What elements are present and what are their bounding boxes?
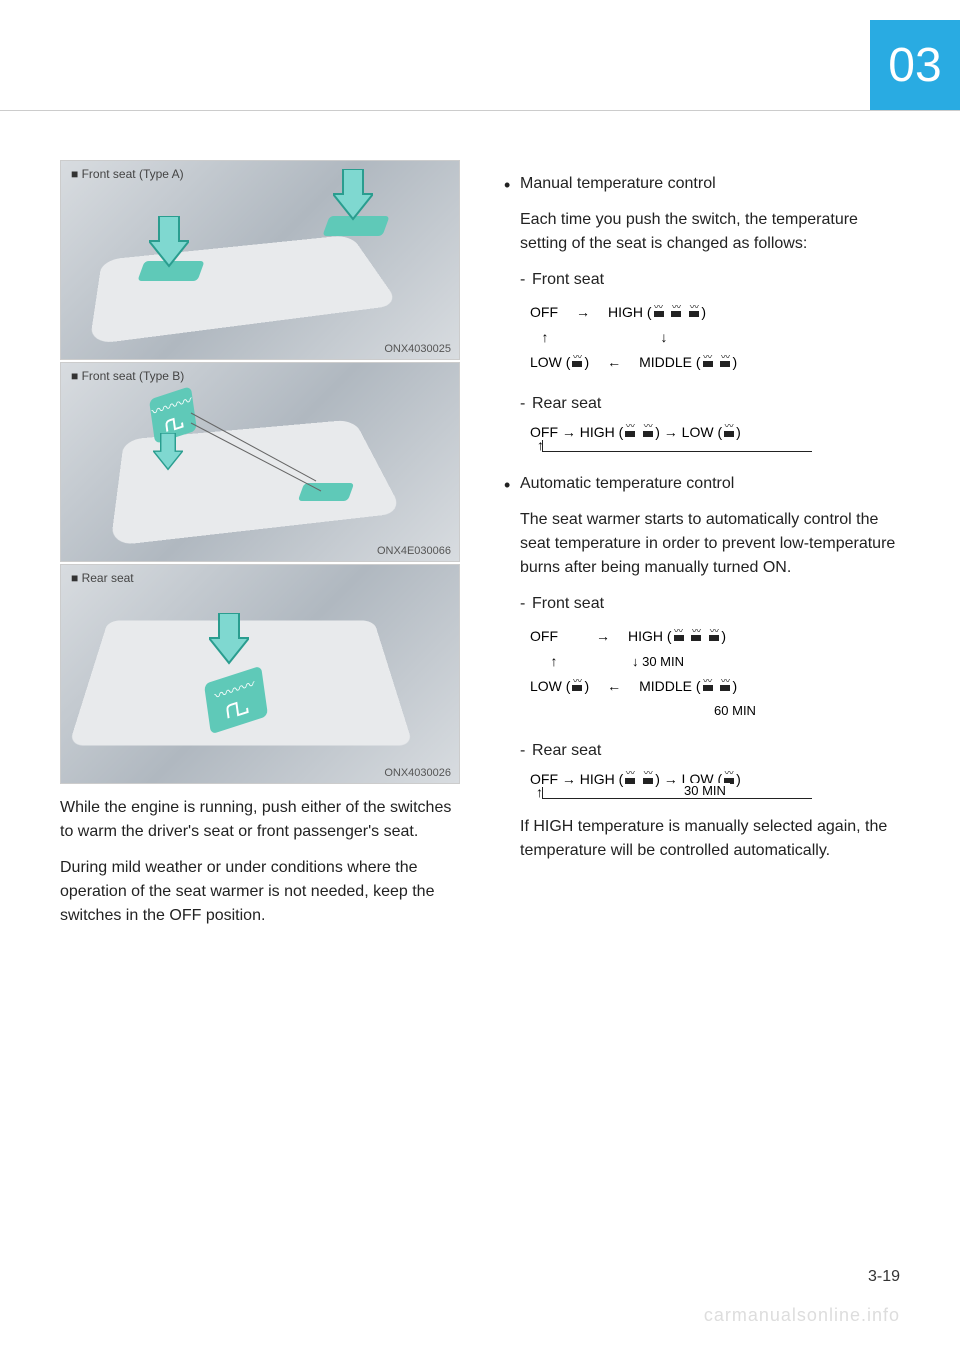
auto-title: Automatic temperature control bbox=[520, 475, 734, 492]
high-label: HIGH ( ) bbox=[628, 624, 726, 649]
figure-a-label: Front seat (Type A) bbox=[71, 167, 184, 181]
watermark: carmanualsonline.info bbox=[704, 1305, 900, 1326]
arrow-up-icon: ↑ bbox=[530, 649, 578, 674]
manual-rear-label: Rear seat bbox=[500, 392, 900, 416]
off-label: OFF bbox=[530, 624, 578, 649]
figure-front-seat-a: Front seat (Type A) ONX4030025 bbox=[60, 160, 460, 360]
arrow-down-icon: ↓ bbox=[614, 325, 714, 350]
right-column: Manual temperature control Each time you… bbox=[500, 160, 900, 940]
low-label: LOW () bbox=[530, 674, 589, 699]
manual-control-section: Manual temperature control bbox=[500, 172, 900, 196]
manual-rear-cycle: OFF → HIGH ( ) → LOW () ↑ bbox=[530, 424, 900, 452]
manual-desc: Each time you push the switch, the tempe… bbox=[500, 208, 900, 256]
high-label: HIGH ( ) bbox=[608, 300, 706, 325]
arrow-right-icon: → bbox=[596, 624, 610, 649]
arrow-up-icon: ↑ bbox=[537, 437, 544, 453]
auto-closing: If HIGH temperature is manually selected… bbox=[500, 815, 900, 863]
figure-c-label: Rear seat bbox=[71, 571, 134, 585]
arrow-left-icon: ← bbox=[607, 350, 621, 375]
auto-desc: The seat warmer starts to automatically … bbox=[500, 508, 900, 580]
paragraph-2: During mild weather or under conditions … bbox=[60, 856, 460, 928]
header-divider bbox=[0, 110, 960, 111]
figure-b-label: Front seat (Type B) bbox=[71, 369, 184, 383]
auto-control-section: Automatic temperature control bbox=[500, 472, 900, 496]
auto-front-cycle: OFF → HIGH ( ) ↑ ↓ 30 MIN LOW () ← MIDDL… bbox=[530, 624, 900, 723]
content-columns: Front seat (Type A) ONX4030025 〰〰〰 Front… bbox=[0, 160, 960, 940]
figure-rear-seat: 〰〰〰 Rear seat ONX4030026 bbox=[60, 564, 460, 784]
figure-c-code: ONX4030026 bbox=[384, 767, 451, 779]
left-column: Front seat (Type A) ONX4030025 〰〰〰 Front… bbox=[60, 160, 460, 940]
auto-rear-label: Rear seat bbox=[500, 739, 900, 763]
chapter-badge: 03 bbox=[870, 20, 960, 110]
page-number: 3-19 bbox=[868, 1268, 900, 1286]
middle-label: MIDDLE ( ) bbox=[639, 674, 737, 699]
time-30min-rear: 30 MIN bbox=[680, 783, 730, 798]
time-60min: 60 MIN bbox=[530, 699, 900, 722]
manual-front-label: Front seat bbox=[500, 268, 900, 292]
off-label: OFF bbox=[530, 300, 558, 325]
figure-a-code: ONX4030025 bbox=[384, 343, 451, 355]
manual-front-cycle: OFF → HIGH ( ) ↑ ↓ LOW () ← MIDDLE ( ) bbox=[530, 300, 900, 376]
arrow-up-icon: ↑ bbox=[536, 784, 543, 800]
arrow-left-icon: ← bbox=[607, 674, 621, 699]
auto-rear-cycle: OFF → HIGH ( ) → LOW () ↑ 30 MIN bbox=[530, 771, 900, 799]
arrow-right-icon: → bbox=[576, 300, 590, 325]
time-30min: ↓ 30 MIN bbox=[632, 650, 684, 673]
figure-front-seat-b: 〰〰〰 Front seat (Type B) ONX4E030066 bbox=[60, 362, 460, 562]
paragraph-1: While the engine is running, push either… bbox=[60, 796, 460, 844]
figure-b-code: ONX4E030066 bbox=[377, 545, 451, 557]
auto-front-label: Front seat bbox=[500, 592, 900, 616]
low-label: LOW () bbox=[530, 350, 589, 375]
manual-title: Manual temperature control bbox=[520, 175, 716, 192]
arrow-up-icon: ↑ bbox=[530, 325, 560, 350]
middle-label: MIDDLE ( ) bbox=[639, 350, 737, 375]
